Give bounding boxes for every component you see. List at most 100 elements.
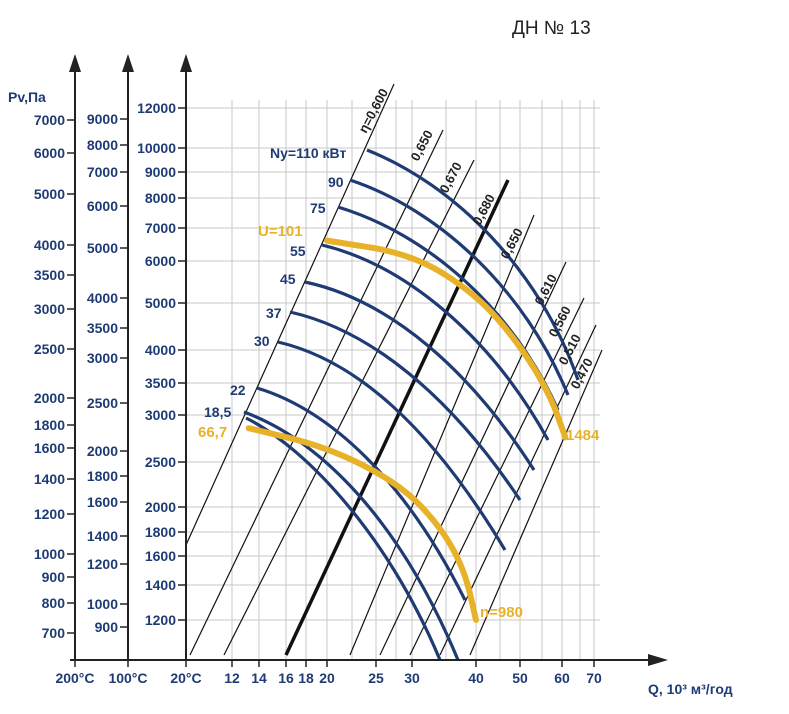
y-tick-label: 5000 <box>34 186 65 202</box>
y-tick-label: 3500 <box>145 375 176 391</box>
y-tick-label: 1600 <box>145 548 176 564</box>
efficiency-label: η=0,600 <box>355 86 391 135</box>
y-tick-label: 5000 <box>87 240 118 256</box>
y-tick-label: 4000 <box>34 237 65 253</box>
temperature-label: 20°C <box>170 670 201 686</box>
y-tick-label: 6000 <box>34 145 65 161</box>
y-tick-label: 1800 <box>34 417 65 433</box>
power-curve <box>366 148 580 381</box>
x-tick-label: 18 <box>298 670 314 686</box>
power-curve <box>243 410 460 661</box>
x-tick-label: 40 <box>468 670 484 686</box>
y-tick-label: 3000 <box>87 350 118 366</box>
speed-label-start: 66,7 <box>198 424 227 441</box>
efficiency-line <box>379 261 567 656</box>
speed-label-start: U=101 <box>258 223 303 240</box>
y-tick-label: 800 <box>42 595 66 611</box>
axes <box>67 54 668 667</box>
y-tick-label: 9000 <box>145 164 176 180</box>
speed-curves <box>245 237 569 623</box>
y-tick-label: 1000 <box>34 546 65 562</box>
efficiency-line <box>223 159 475 656</box>
y-tick-label: 1800 <box>87 468 118 484</box>
y-tick-label: 2000 <box>145 499 176 515</box>
y-tick-label: 4000 <box>87 290 118 306</box>
temperature-label: 100°C <box>108 670 147 686</box>
y-axis-arrow <box>69 54 81 72</box>
x-tick-label: 25 <box>368 670 384 686</box>
y-tick-label: 1200 <box>34 506 65 522</box>
y-tick-label: 3000 <box>34 301 65 317</box>
efficiency-label: 0,670 <box>436 160 465 196</box>
power-curve <box>256 386 467 601</box>
x-tick-label: 30 <box>404 670 420 686</box>
y-tick-label: 5000 <box>145 295 176 311</box>
y-tick-label: 6000 <box>145 253 176 269</box>
power-curve <box>349 178 570 396</box>
y-tick-label: 1200 <box>87 556 118 572</box>
y-tick-label: 1600 <box>34 440 65 456</box>
y-tick-label: 1000 <box>87 596 118 612</box>
y-axis-title: Pv,Па <box>8 89 46 105</box>
power-label: 18,5 <box>204 404 231 420</box>
y-tick-label: 1600 <box>87 494 118 510</box>
y-axis-arrow <box>180 54 192 72</box>
y-tick-label: 8000 <box>87 137 118 153</box>
x-axis-title: Q, 10³ м³/год <box>648 681 733 697</box>
speed-label-end: 1484 <box>566 427 600 444</box>
temperature-label: 200°C <box>55 670 94 686</box>
speed-curve-0 <box>245 425 479 623</box>
efficiency-line <box>469 349 603 656</box>
efficiency-line <box>185 83 395 546</box>
x-axis-arrow <box>648 654 668 666</box>
y-tick-label: 3500 <box>87 320 118 336</box>
y-tick-label: 10000 <box>137 140 176 156</box>
y-tick-label: 3000 <box>145 407 176 423</box>
y-tick-label: 2500 <box>145 454 176 470</box>
y-tick-label: 1400 <box>145 577 176 593</box>
efficiency-line <box>284 179 510 656</box>
power-curve <box>304 280 536 471</box>
y-tick-label: 7000 <box>34 112 65 128</box>
efficiency-line <box>189 129 444 656</box>
y-tick-label: 2000 <box>87 443 118 459</box>
speed-label-end: n=980 <box>480 604 523 621</box>
chart-title: ДН № 13 <box>512 18 591 39</box>
y-tick-label: 1200 <box>145 612 176 628</box>
x-tick-label: 50 <box>512 670 528 686</box>
chart-labels: 7008009001000120014001600180020002500300… <box>8 18 733 697</box>
y-tick-label: 1400 <box>34 471 65 487</box>
x-tick-label: 12 <box>224 670 240 686</box>
y-tick-label: 900 <box>42 569 66 585</box>
y-tick-label: 1800 <box>145 524 176 540</box>
x-tick-label: 20 <box>319 670 335 686</box>
y-tick-label: 2500 <box>34 341 65 357</box>
y-tick-label: 900 <box>95 619 119 635</box>
efficiency-label: 0,610 <box>531 272 560 308</box>
power-label: 90 <box>328 174 344 190</box>
power-label: 55 <box>290 243 306 259</box>
y-axis-arrow <box>122 54 134 72</box>
x-tick-label: 70 <box>586 670 602 686</box>
x-tick-label: 16 <box>278 670 294 686</box>
y-tick-label: 12000 <box>137 100 176 116</box>
power-label: Ny=110 кВт <box>270 145 346 161</box>
y-tick-label: 7000 <box>145 220 176 236</box>
power-curve <box>277 340 507 551</box>
y-tick-label: 7000 <box>87 164 118 180</box>
efficiency-line <box>409 297 585 656</box>
y-tick-label: 3500 <box>34 267 65 283</box>
y-tick-label: 700 <box>42 625 66 641</box>
power-label: 75 <box>310 200 326 216</box>
power-label: 30 <box>254 333 270 349</box>
x-tick-label: 60 <box>554 670 570 686</box>
power-label: 37 <box>266 305 282 321</box>
y-tick-label: 2000 <box>34 390 65 406</box>
y-tick-label: 6000 <box>87 198 118 214</box>
x-tick-label: 14 <box>251 670 267 686</box>
power-label: 22 <box>230 382 246 398</box>
power-label: 45 <box>280 271 296 287</box>
y-tick-label: 4000 <box>145 342 176 358</box>
efficiency-line <box>439 324 597 656</box>
